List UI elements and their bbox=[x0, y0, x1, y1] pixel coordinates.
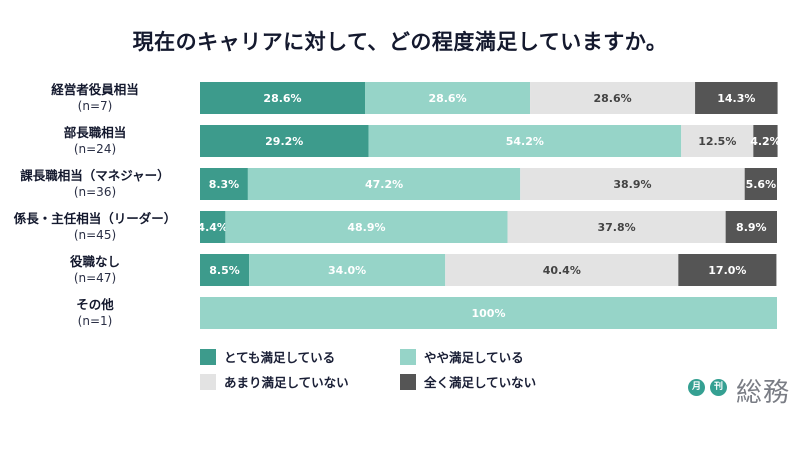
bar-segment bbox=[520, 168, 745, 200]
category-label: その他 (n=1) bbox=[0, 296, 190, 330]
data-label: 28.6% bbox=[593, 92, 631, 105]
category-count: (n=47) bbox=[73, 271, 117, 285]
bar-segment bbox=[753, 125, 778, 157]
category-name: 課長職相当（マネジャー） bbox=[20, 168, 170, 183]
category-count: (n=1) bbox=[77, 314, 113, 328]
data-label: 28.6% bbox=[263, 92, 301, 105]
legend-swatch bbox=[200, 348, 216, 365]
bar-segment bbox=[695, 82, 778, 114]
data-label: 8.9% bbox=[736, 221, 767, 234]
category-name: 経営者役員相当 bbox=[51, 82, 139, 97]
data-label: 17.0% bbox=[708, 264, 746, 277]
legend-label: とても満足している bbox=[224, 350, 336, 365]
data-label: 4.2% bbox=[750, 135, 781, 148]
data-label: 37.8% bbox=[598, 221, 636, 234]
data-label: 28.6% bbox=[428, 92, 466, 105]
bar-segment bbox=[678, 254, 777, 286]
legend-item-not-very-satisfied: あまり満足していない bbox=[200, 372, 349, 391]
category-label: 課長職相当（マネジャー） (n=36) bbox=[0, 167, 190, 201]
data-label: 40.4% bbox=[543, 264, 581, 277]
category-count: (n=7) bbox=[77, 99, 113, 113]
category-count: (n=45) bbox=[73, 228, 117, 242]
bar-segment bbox=[368, 125, 682, 157]
category-label: 役職なし (n=47) bbox=[0, 253, 190, 287]
bar-segment bbox=[725, 211, 777, 243]
category-label: 経営者役員相当 (n=7) bbox=[0, 81, 190, 115]
legend-item-somewhat-satisfied: やや満足している bbox=[400, 347, 524, 366]
data-label: 12.5% bbox=[698, 135, 736, 148]
logo-badge-publication: 刊 bbox=[710, 379, 727, 396]
bar-segment bbox=[744, 168, 777, 200]
bar-segment bbox=[247, 168, 521, 200]
legend-item-very-satisfied: とても満足している bbox=[200, 347, 335, 366]
legend-swatch bbox=[200, 373, 216, 390]
bar-segment bbox=[507, 211, 726, 243]
data-label: 48.9% bbox=[347, 221, 385, 234]
category-name: 役職なし bbox=[69, 254, 120, 269]
legend-item-not-satisfied-at-all: 全く満足していない bbox=[400, 372, 536, 391]
category-label: 係長・主任相当（リーダー） (n=45) bbox=[0, 210, 190, 244]
bar-segment bbox=[200, 82, 366, 114]
data-label: 54.2% bbox=[506, 135, 544, 148]
data-label: 38.9% bbox=[613, 178, 651, 191]
logo-badge-month: 月 bbox=[688, 379, 705, 396]
logo-name: 総務 bbox=[736, 378, 791, 408]
bar-segment bbox=[200, 254, 250, 286]
bar-segment bbox=[365, 82, 531, 114]
legend-swatch bbox=[400, 373, 416, 390]
data-label: 47.2% bbox=[365, 178, 403, 191]
category-name: その他 bbox=[76, 297, 114, 312]
category-label: 部長職相当 (n=24) bbox=[0, 124, 190, 158]
gekkan-soumu-logo: 月 刊 総務 bbox=[662, 372, 792, 412]
data-label: 100% bbox=[472, 307, 506, 320]
legend-label: やや満足している bbox=[424, 350, 524, 365]
bar-segment bbox=[445, 254, 679, 286]
bar-segment bbox=[225, 211, 508, 243]
bar-segment bbox=[530, 82, 696, 114]
data-label: 14.3% bbox=[717, 92, 755, 105]
category-count: (n=24) bbox=[73, 142, 117, 156]
bar-segment bbox=[200, 125, 369, 157]
bar-segment bbox=[681, 125, 754, 157]
bar-segment bbox=[200, 211, 226, 243]
legend-swatch bbox=[400, 348, 416, 365]
bar-segment bbox=[200, 168, 248, 200]
data-label: 29.2% bbox=[265, 135, 303, 148]
chart-title: 現在のキャリアに対して、どの程度満足していますか。 bbox=[132, 30, 668, 54]
stacked-bar-chart: 28.6% 28.6% 28.6% 14.3% 29.2% 54.2% 12.5% 4.2% 8… bbox=[197, 82, 781, 329]
data-label: 8.5% bbox=[209, 264, 240, 277]
data-label: 34.0% bbox=[328, 264, 366, 277]
category-count: (n=36) bbox=[73, 185, 117, 199]
data-label: 8.3% bbox=[209, 178, 240, 191]
category-name: 部長職相当 bbox=[63, 125, 127, 140]
bar-segment bbox=[200, 297, 777, 329]
bar-segment bbox=[249, 254, 446, 286]
category-name: 係長・主任相当（リーダー） bbox=[13, 211, 177, 226]
legend-label: 全く満足していない bbox=[424, 375, 537, 390]
data-label: 5.6% bbox=[746, 178, 777, 191]
legend-label: あまり満足していない bbox=[224, 375, 349, 390]
data-label: 4.4% bbox=[197, 221, 228, 234]
